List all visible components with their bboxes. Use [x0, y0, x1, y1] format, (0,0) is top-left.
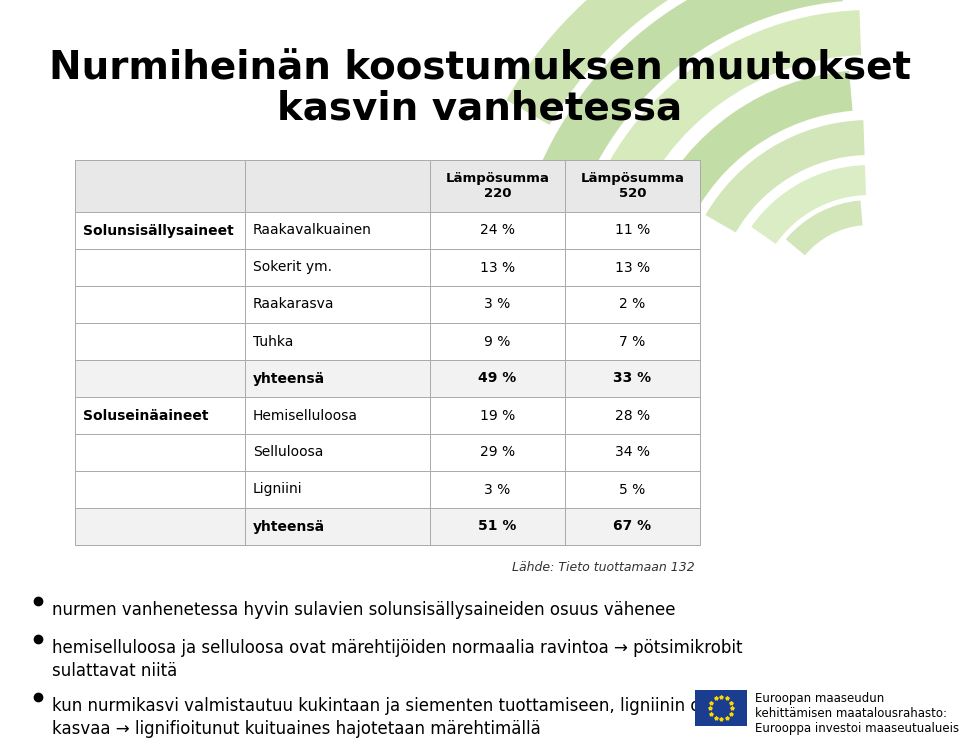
Text: kun nurmikasvi valmistautuu kukintaan ja siementen tuottamiseen, ligniinin osuus: kun nurmikasvi valmistautuu kukintaan ja… [52, 697, 739, 738]
Bar [245, 434, 430, 471]
Text: 33 %: 33 % [613, 372, 652, 386]
Text: hemiselluloosa ja selluloosa ovat märehtijöiden normaalia ravintoa → pötsimikrob: hemiselluloosa ja selluloosa ovat märeht… [52, 639, 742, 680]
Bar [565, 286, 700, 323]
Text: Euroopan maaseudun
kehittämisen maatalousrahasto:
Eurooppa investoi maaseutualue: Euroopan maaseudun kehittämisen maatalou… [755, 692, 960, 735]
Text: yhteensä: yhteensä [253, 520, 325, 533]
Text: 11 %: 11 % [614, 223, 650, 237]
Bar [430, 160, 565, 212]
Bar [75, 249, 245, 286]
Text: yhteensä: yhteensä [253, 372, 325, 386]
Bar [430, 471, 565, 508]
Bar [245, 397, 430, 434]
Bar [75, 286, 245, 323]
Bar [245, 323, 430, 360]
Text: 9 %: 9 % [484, 335, 511, 348]
Text: 28 %: 28 % [615, 408, 650, 422]
Text: Tuhka: Tuhka [253, 335, 294, 348]
Bar [430, 508, 565, 545]
Wedge shape [706, 120, 865, 232]
Text: Lämpösumma
220: Lämpösumma 220 [445, 172, 549, 200]
Bar [75, 471, 245, 508]
Bar [75, 212, 245, 249]
Text: Raakavalkuainen: Raakavalkuainen [253, 223, 372, 237]
Text: Raakarasva: Raakarasva [253, 297, 334, 312]
Bar [430, 434, 565, 471]
Bar [430, 286, 565, 323]
Wedge shape [752, 165, 866, 244]
Wedge shape [522, 0, 843, 230]
Bar [430, 323, 565, 360]
Bar [75, 360, 245, 397]
Text: Soluseinäaineet: Soluseinäaineet [83, 408, 208, 422]
Text: Sokerit ym.: Sokerit ym. [253, 261, 332, 274]
Bar [75, 508, 245, 545]
Bar [245, 249, 430, 286]
Text: 3 %: 3 % [485, 297, 511, 312]
Bar [75, 323, 245, 360]
Text: 29 %: 29 % [480, 446, 516, 459]
Bar [75, 160, 245, 212]
Bar [565, 508, 700, 545]
Bar [245, 212, 430, 249]
Bar [245, 286, 430, 323]
Bar [245, 508, 430, 545]
Bar [430, 249, 565, 286]
Text: 3 %: 3 % [485, 482, 511, 497]
Bar [245, 471, 430, 508]
Text: Lähde: Tieto tuottamaan 132: Lähde: Tieto tuottamaan 132 [513, 561, 695, 574]
Wedge shape [588, 10, 861, 222]
Bar [75, 434, 245, 471]
Bar [565, 434, 700, 471]
Bar [565, 212, 700, 249]
Text: 67 %: 67 % [613, 520, 652, 533]
Bar [430, 212, 565, 249]
Text: Ligniini: Ligniini [253, 482, 302, 497]
Bar [565, 323, 700, 360]
Text: Selluloosa: Selluloosa [253, 446, 324, 459]
Text: Hemiselluloosa: Hemiselluloosa [253, 408, 358, 422]
Bar [565, 360, 700, 397]
Text: 49 %: 49 % [478, 372, 516, 386]
Bar [565, 249, 700, 286]
Text: kasvin vanhetessa: kasvin vanhetessa [277, 90, 683, 128]
Wedge shape [506, 0, 870, 125]
Text: 51 %: 51 % [478, 520, 516, 533]
Text: 7 %: 7 % [619, 335, 646, 348]
Bar [245, 360, 430, 397]
Text: 34 %: 34 % [615, 446, 650, 459]
Text: 5 %: 5 % [619, 482, 646, 497]
Bar [565, 471, 700, 508]
Bar [75, 397, 245, 434]
Text: Nurmiheinän koostumuksen muutokset: Nurmiheinän koostumuksen muutokset [49, 50, 911, 88]
Bar [430, 360, 565, 397]
Text: 13 %: 13 % [615, 261, 650, 274]
Text: Lämpösumma
520: Lämpösumma 520 [581, 172, 684, 200]
Bar [245, 160, 430, 212]
Text: Solunsisällysaineet: Solunsisällysaineet [83, 223, 233, 237]
Text: 24 %: 24 % [480, 223, 515, 237]
Bar [565, 160, 700, 212]
Text: nurmen vanhenetessa hyvin sulavien solunsisällysaineiden osuus vähenee: nurmen vanhenetessa hyvin sulavien solun… [52, 601, 676, 619]
Text: 13 %: 13 % [480, 261, 516, 274]
Bar [430, 397, 565, 434]
Bar [695, 690, 747, 726]
Bar [565, 397, 700, 434]
Text: 19 %: 19 % [480, 408, 516, 422]
Text: 2 %: 2 % [619, 297, 646, 312]
Wedge shape [653, 71, 852, 225]
Wedge shape [785, 201, 863, 255]
